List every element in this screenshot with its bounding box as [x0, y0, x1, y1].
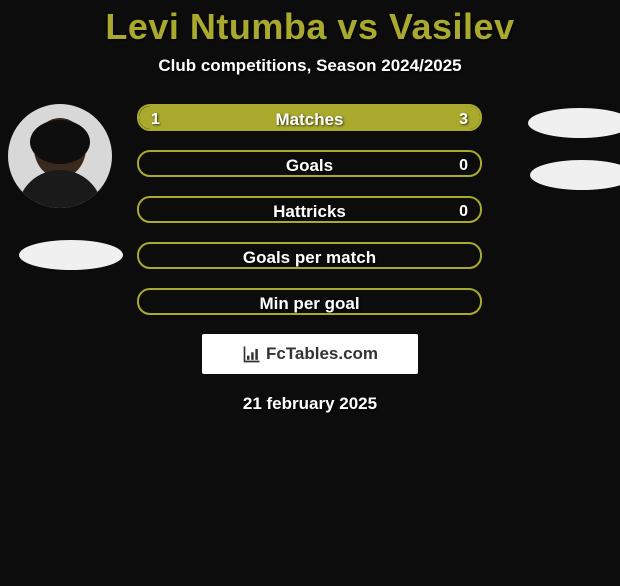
- watermark: FcTables.com: [202, 334, 418, 374]
- stat-bar-min-per-goal: Min per goal: [137, 288, 482, 315]
- stat-bar-hattricks: Hattricks0: [137, 196, 482, 223]
- stat-bar-goals: Goals0: [137, 150, 482, 177]
- bar-value-right: 0: [459, 198, 468, 223]
- bar-label: Hattricks: [139, 198, 480, 223]
- date-label: 21 february 2025: [0, 394, 620, 414]
- avatar-placeholder-icon: [8, 104, 112, 208]
- player-left-avatar: [8, 104, 112, 208]
- bar-label: Goals per match: [139, 244, 480, 269]
- bar-label: Goals: [139, 152, 480, 177]
- team-right-badge-1: [528, 108, 620, 138]
- stat-bars: Matches13Goals0Hattricks0Goals per match…: [137, 104, 482, 315]
- chart-icon: [242, 344, 262, 364]
- bar-value-left: 1: [151, 106, 160, 131]
- stat-bar-matches: Matches1 3: [137, 104, 482, 131]
- stat-bar-goals-per-match: Goals per match: [137, 242, 482, 269]
- page-title: Levi Ntumba vs Vasilev: [0, 6, 620, 48]
- bar-value-right: 3: [459, 106, 468, 131]
- team-right-badge-2: [530, 160, 620, 190]
- watermark-text: FcTables.com: [266, 344, 378, 364]
- bar-value-right: 0: [459, 152, 468, 177]
- comparison-content: Matches13Goals0Hattricks0Goals per match…: [0, 104, 620, 315]
- bar-label: Matches: [139, 106, 480, 131]
- team-left-badge: [19, 240, 123, 270]
- subtitle: Club competitions, Season 2024/2025: [0, 56, 620, 76]
- bar-label: Min per goal: [139, 290, 480, 315]
